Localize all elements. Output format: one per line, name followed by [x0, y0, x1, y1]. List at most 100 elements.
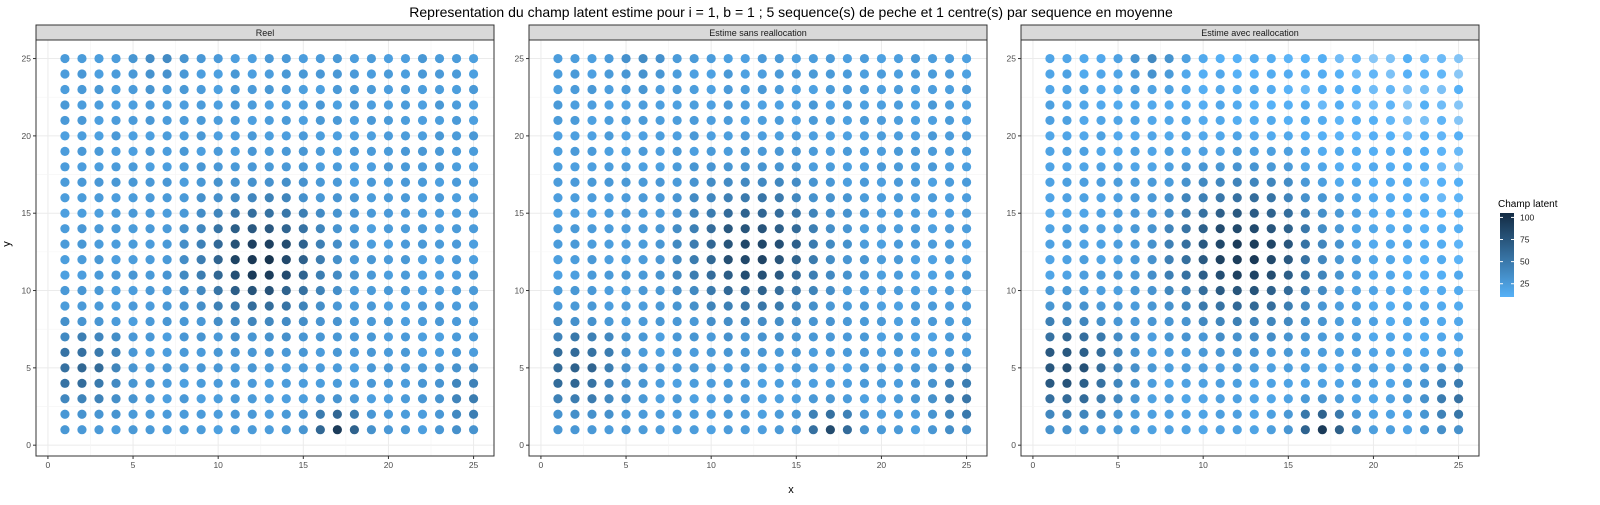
- data-point: [638, 270, 648, 280]
- data-point: [1368, 224, 1379, 234]
- data-point: [723, 363, 733, 373]
- data-point: [1334, 425, 1344, 435]
- data-point: [1198, 378, 1208, 388]
- y-tick-label: 10: [1007, 286, 1017, 296]
- data-point: [1283, 100, 1293, 110]
- data-point: [94, 425, 104, 435]
- data-point: [383, 146, 394, 156]
- data-point: [655, 177, 665, 187]
- data-point: [587, 316, 597, 327]
- data-point: [604, 301, 614, 311]
- data-point: [247, 347, 257, 357]
- data-point: [247, 162, 257, 172]
- data-point: [1283, 69, 1293, 79]
- data-point: [723, 425, 733, 435]
- data-point: [740, 270, 750, 280]
- data-point: [1062, 316, 1072, 327]
- data-point: [774, 53, 784, 64]
- data-point: [281, 347, 291, 357]
- data-point: [1300, 316, 1310, 327]
- data-point: [842, 254, 852, 265]
- data-point: [689, 115, 699, 126]
- data-point: [740, 193, 750, 203]
- data-point: [1385, 131, 1396, 141]
- data-point: [1113, 363, 1123, 373]
- data-point: [1096, 100, 1106, 110]
- data-point: [94, 100, 104, 110]
- data-point: [1232, 301, 1242, 311]
- data-point: [808, 84, 818, 95]
- data-point: [1147, 254, 1157, 265]
- data-point: [1215, 394, 1225, 404]
- data-point: [111, 84, 121, 95]
- data-point: [621, 224, 631, 234]
- data-point: [366, 162, 377, 172]
- data-point: [774, 84, 784, 95]
- data-point: [196, 394, 206, 404]
- data-point: [1232, 270, 1242, 280]
- data-point: [927, 285, 938, 296]
- data-point: [1368, 285, 1379, 296]
- data-point: [1096, 224, 1106, 234]
- data-point: [315, 254, 325, 265]
- data-point: [349, 254, 359, 265]
- data-point: [315, 208, 325, 218]
- x-tick-label: 25: [1454, 460, 1464, 470]
- data-point: [910, 100, 921, 110]
- data-point: [349, 378, 359, 388]
- data-point: [723, 53, 733, 64]
- data-point: [825, 332, 835, 342]
- data-point: [1215, 69, 1225, 79]
- data-point: [1232, 425, 1242, 435]
- data-point: [876, 224, 887, 234]
- data-point: [1453, 162, 1464, 172]
- data-point: [468, 363, 479, 373]
- data-point: [77, 162, 87, 172]
- y-axis-label: y: [1, 241, 13, 247]
- data-point: [60, 177, 70, 187]
- data-point: [1351, 69, 1362, 79]
- data-point: [400, 131, 411, 141]
- data-point: [1283, 53, 1293, 64]
- data-point: [1130, 193, 1140, 203]
- data-point: [111, 378, 121, 388]
- data-point: [1164, 316, 1174, 327]
- data-point: [1351, 131, 1362, 141]
- data-point: [94, 193, 104, 203]
- panel-points: [553, 53, 972, 435]
- data-point: [1062, 285, 1072, 296]
- data-point: [281, 224, 291, 234]
- data-point: [672, 363, 682, 373]
- data-point: [162, 177, 172, 187]
- data-point: [1181, 177, 1191, 187]
- data-point: [1215, 177, 1225, 187]
- data-point: [111, 363, 121, 373]
- data-point: [808, 301, 818, 311]
- data-point: [1402, 394, 1413, 404]
- data-point: [1147, 316, 1157, 327]
- data-point: [961, 363, 972, 373]
- data-point: [111, 131, 121, 141]
- data-point: [740, 177, 750, 187]
- data-point: [145, 409, 155, 419]
- data-point: [1232, 177, 1242, 187]
- data-point: [145, 146, 155, 156]
- data-point: [145, 239, 155, 249]
- data-point: [230, 162, 240, 172]
- data-point: [825, 394, 835, 404]
- data-point: [1062, 146, 1072, 156]
- data-point: [128, 131, 138, 141]
- data-point: [1402, 347, 1413, 357]
- data-point: [1062, 332, 1072, 342]
- data-point: [1164, 347, 1174, 357]
- data-point: [434, 100, 445, 110]
- data-point: [332, 69, 342, 79]
- data-point: [910, 208, 921, 218]
- data-point: [842, 53, 852, 64]
- data-point: [587, 239, 597, 249]
- data-point: [689, 146, 699, 156]
- data-point: [587, 224, 597, 234]
- data-point: [230, 363, 240, 373]
- data-point: [128, 193, 138, 203]
